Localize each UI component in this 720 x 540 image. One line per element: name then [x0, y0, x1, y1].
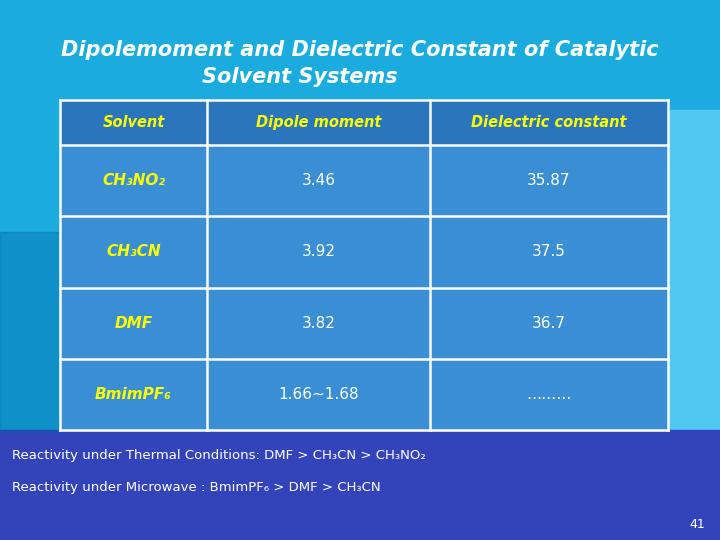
Bar [60, 145, 668, 216]
Text: Dipolemoment and Dielectric Constant of Catalytic: Dipolemoment and Dielectric Constant of … [61, 40, 659, 60]
Text: Dipole moment: Dipole moment [256, 115, 381, 130]
Bar [60, 359, 668, 430]
Bar [60, 359, 668, 430]
Bar [60, 216, 668, 287]
Text: CH₃NO₂: CH₃NO₂ [102, 173, 165, 188]
Text: CH₃CN: CH₃CN [106, 245, 161, 259]
Text: 37.5: 37.5 [532, 245, 566, 259]
Text: Solvent Systems: Solvent Systems [202, 67, 398, 87]
Text: Solvent: Solvent [102, 115, 165, 130]
Bar [668, 110, 720, 450]
Bar [0, 232, 62, 432]
Text: ………: ……… [526, 387, 572, 402]
Text: BmimPF₆: BmimPF₆ [95, 387, 172, 402]
Text: 3.46: 3.46 [302, 173, 336, 188]
Text: 3.92: 3.92 [302, 245, 336, 259]
Text: Dielectric constant: Dielectric constant [472, 115, 626, 130]
Bar [60, 216, 668, 287]
Text: Reactivity under Thermal Conditions: DMF > CH₃CN > CH₃NO₂: Reactivity under Thermal Conditions: DMF… [12, 449, 426, 462]
Text: 3.82: 3.82 [302, 315, 336, 330]
Text: DMF: DMF [114, 315, 153, 330]
Text: 36.7: 36.7 [532, 315, 566, 330]
Bar [60, 287, 668, 359]
Bar [0, 430, 720, 540]
Bar [60, 100, 668, 145]
Bar [60, 145, 668, 216]
Text: Reactivity under Microwave : BmimPF₆ > DMF > CH₃CN: Reactivity under Microwave : BmimPF₆ > D… [12, 482, 381, 495]
Text: 35.87: 35.87 [527, 173, 571, 188]
Text: 1.66~1.68: 1.66~1.68 [278, 387, 359, 402]
Text: 41: 41 [689, 518, 705, 531]
Bar [60, 287, 668, 359]
